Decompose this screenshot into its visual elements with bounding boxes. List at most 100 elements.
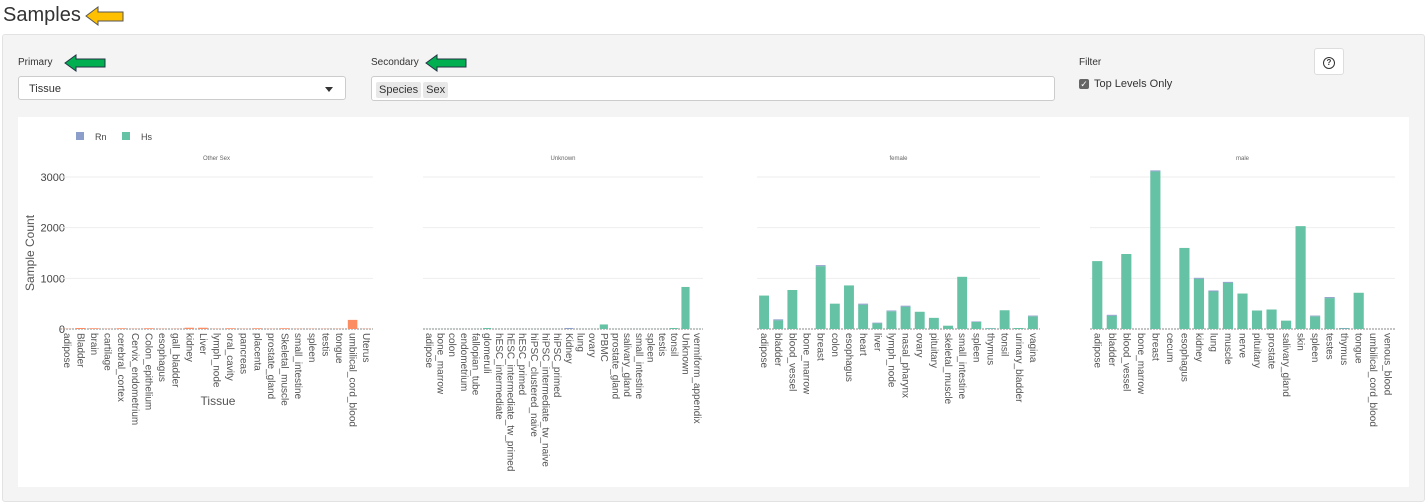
bar [943, 325, 953, 329]
x-tick-label: colon [446, 333, 457, 357]
secondary-tag-sex[interactable]: Sex [423, 82, 449, 98]
bar [1251, 310, 1263, 329]
x-tick-label: prostate [1266, 333, 1277, 370]
bar [900, 306, 911, 329]
x-tick-label: hESC_intermediate_tw_primed [505, 333, 516, 471]
x-tick-label: lung [575, 333, 586, 352]
bar [1310, 315, 1321, 317]
x-tick-label: endometrium [458, 333, 469, 391]
bar [1193, 278, 1205, 329]
chevron-down-icon [325, 87, 333, 92]
subplot-title: female [889, 156, 908, 162]
x-tick-label: breast [1149, 333, 1160, 361]
x-tick-label: colon [829, 333, 840, 357]
x-tick-label: placenta [251, 333, 262, 371]
x-tick-label: gall_bladder [170, 333, 181, 388]
x-tick-label: breast [815, 333, 826, 361]
x-tick-label: lung [1207, 333, 1218, 352]
x-tick-label: adipose [1091, 333, 1102, 368]
bar [900, 305, 911, 307]
bar [872, 322, 883, 324]
help-button[interactable]: ? [1314, 48, 1344, 75]
filter-label: Filter [1079, 57, 1102, 68]
x-tick-label: umbilical_cord_blood [347, 333, 358, 427]
x-tick-label: Unknown [680, 333, 691, 375]
question-circle-icon: ? [1323, 57, 1335, 69]
x-tick-label: nasal_pharynx [900, 333, 911, 398]
x-tick-label: glomeruli [481, 333, 492, 374]
top-levels-checkbox[interactable]: ✓ [1079, 79, 1089, 89]
bar [858, 304, 869, 329]
primary-select[interactable]: Tissue [18, 76, 346, 100]
x-tick-label: testis [656, 333, 667, 356]
bar [681, 286, 690, 329]
bar [1193, 277, 1205, 279]
bar [1150, 170, 1161, 172]
chart-area: Rn Hs 0 1000 2000 3000 Sample Count Other Sex ad… [18, 117, 1409, 487]
bar [1310, 316, 1321, 329]
bar [815, 265, 826, 267]
subplot-title: Unknown [550, 156, 575, 162]
bar [1092, 261, 1103, 329]
bar [787, 289, 798, 329]
x-tick-label: cecum [1164, 333, 1175, 362]
y-tick-label: 0 [59, 324, 65, 336]
x-tick-label: testes [1324, 333, 1335, 360]
bar [252, 328, 263, 329]
bar [1027, 316, 1038, 329]
x-tick-label: prostate_gland [265, 333, 276, 399]
x-tick-label: pituitary [1251, 333, 1262, 368]
x-tick-label: cerebral_cortex [115, 333, 126, 402]
bar [143, 328, 154, 329]
bar [773, 319, 784, 321]
bar [184, 327, 195, 329]
x-tick-label: blood_vessel [786, 333, 797, 391]
x-tick-label: tongue [333, 333, 344, 364]
x-tick-label: small_intestine [292, 333, 303, 400]
bar [999, 310, 1010, 329]
bar [1266, 309, 1277, 329]
x-tick-label: Cervix_endometrium [129, 333, 140, 425]
x-tick-label: cartilage [102, 333, 113, 371]
page-title: Samples [3, 4, 81, 26]
bar [914, 311, 925, 329]
bar [1106, 314, 1117, 316]
x-tick-label: Liver [197, 333, 208, 355]
x-tick-label: kidney [183, 333, 194, 362]
x-tick-label: Kidney [563, 333, 574, 364]
x-tick-label: adipose [758, 333, 769, 368]
bar [1280, 320, 1292, 329]
x-tick-label: hiPSC_intermediate_tw_naive [540, 333, 551, 467]
x-tick-label: spleen [645, 333, 656, 362]
legend-swatch [76, 132, 84, 140]
x-tick-label: bladder [1106, 333, 1117, 367]
bar [886, 311, 897, 329]
sample-count-chart: Rn Hs 0 1000 2000 3000 Sample Count Other Sex ad… [23, 132, 1395, 471]
bar [89, 328, 99, 329]
y-axis-title: Sample Count [23, 214, 37, 291]
x-tick-label: skeletal_muscle [942, 333, 953, 405]
x-tick-label: bladder [772, 333, 783, 367]
top-levels-label[interactable]: Top Levels Only [1094, 78, 1173, 90]
bar [773, 320, 784, 329]
x-tick-label: esophagus [1178, 333, 1189, 382]
x-tick-label: ovary [586, 333, 597, 357]
legend-swatch [122, 132, 130, 140]
x-tick-label: bone_marrow [801, 333, 812, 395]
x-tick-label: bone_marrow [1135, 333, 1146, 395]
x-tick-label: lymph_node [885, 333, 896, 388]
x-tick-label: salivary_gland [621, 333, 632, 397]
bar [872, 323, 883, 329]
secondary-tag-species[interactable]: Species [376, 82, 422, 98]
bar [1339, 327, 1350, 329]
secondary-multiselect[interactable]: Species Sex [371, 76, 1055, 101]
x-tick-label: liver [871, 333, 882, 352]
bar [483, 327, 492, 329]
bar [1121, 254, 1132, 329]
x-tick-label: small_intestine [633, 333, 644, 400]
bar [1106, 315, 1117, 329]
x-tick-label: pituitary [928, 333, 939, 368]
y-tick-label: 2000 [41, 223, 65, 235]
primary-select-value: Tissue [29, 83, 61, 95]
x-tick-label: tonsil [999, 333, 1010, 356]
